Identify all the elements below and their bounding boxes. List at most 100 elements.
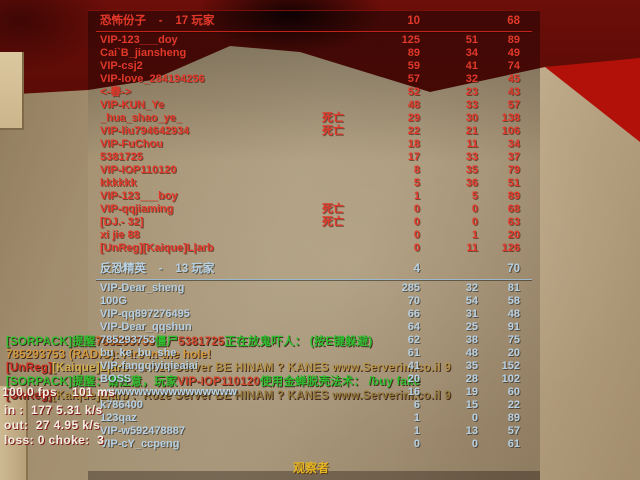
chat-segment: 使用金蝉脱壳法术： /buy fake <box>259 376 421 388</box>
player-ping: 60 <box>507 386 520 398</box>
chat-line: [UnReg][Kaique]L|arb : Roze Server BE HI… <box>6 362 451 375</box>
player-name: VIP-liu794642934 <box>100 125 190 137</box>
chat-segment: [Kaique]L|arb <box>52 362 129 374</box>
player-deaths: 32 <box>465 73 478 85</box>
player-name: k786400 <box>100 399 143 411</box>
player-name: VIP-FuChou <box>100 138 163 150</box>
chat-segment: [UnReg] <box>6 390 53 402</box>
player-ping: 126 <box>501 242 520 254</box>
player-ping: 48 <box>507 308 520 320</box>
scoreboard-panel <box>88 10 540 480</box>
player-frags: 66 <box>407 308 420 320</box>
player-name: Cai`B_jiansheng <box>100 47 187 59</box>
player-name: VIP-cY_ccpeng <box>100 438 180 450</box>
player-ping: 74 <box>507 60 520 72</box>
player-ping: 34 <box>507 138 520 150</box>
chat-segment: [SORPACK]提醒：请注意，玩家 <box>6 376 178 388</box>
player-frags: 0 <box>413 242 420 254</box>
player-frags: 70 <box>407 295 420 307</box>
player-deaths: 19 <box>465 386 478 398</box>
chat-segment: 785293753 (RADIO): Fire in the hole! <box>6 349 212 361</box>
player-row: bu_ke_bu_she 61 48 20 <box>88 347 540 360</box>
player-name: _hua_shao_ye_ <box>100 112 182 124</box>
player-row: k786400 6 15 22 <box>88 399 540 412</box>
player-deaths: 54 <box>465 295 478 307</box>
player-row: VIP-cY_ccpeng 0 0 61 <box>88 438 540 451</box>
player-deaths: 28 <box>465 373 478 385</box>
player-name: BOSS <box>100 373 132 385</box>
player-frags: 57 <box>407 73 420 85</box>
player-row: 100G 70 54 58 <box>88 295 540 308</box>
player-row: [UnReg][Kaique]L|arb 0 11 126 <box>88 242 540 255</box>
player-dead-label: 死亡 <box>322 216 344 228</box>
player-deaths: 0 <box>471 216 478 228</box>
player-frags: 125 <box>401 34 420 46</box>
net-in-stat: in : 177 5.31 k/s <box>4 403 103 417</box>
chat-segment: : Roze Server BE HINAM ? KANES www.Serve… <box>128 362 451 374</box>
net-out-stat: out: 27 4.95 k/s <box>4 418 101 432</box>
player-name: VIP-IOP110120 <box>100 164 177 176</box>
player-frags: 62 <box>407 334 420 346</box>
player-frags: 6 <box>413 399 420 411</box>
player-deaths: 15 <box>465 399 478 411</box>
player-name: 5381725 <box>100 151 143 163</box>
player-frags: 64 <box>407 321 420 333</box>
player-frags: 8 <box>413 164 420 176</box>
player-frags: 1 <box>413 425 420 437</box>
team-header-rule <box>96 31 532 32</box>
player-name: VIP-love_284194256 <box>100 73 205 85</box>
player-row: kkkkkk 5 36 51 <box>88 177 540 190</box>
player-row: VIP-123___doy 125 51 89 <box>88 34 540 47</box>
player-row: VIP-qqjiaming 死亡 0 0 68 <box>88 203 540 216</box>
team-ping: 68 <box>507 15 520 27</box>
team-header-rule <box>96 279 532 280</box>
player-deaths: 48 <box>465 347 478 359</box>
player-ping: 81 <box>507 282 520 294</box>
player-frags: 48 <box>407 99 420 111</box>
team-score: 10 <box>407 15 420 27</box>
player-row: VIP-liu794642934 死亡 22 21 106 <box>88 125 540 138</box>
player-frags: 41 <box>407 360 420 372</box>
player-deaths: 1 <box>471 229 478 241</box>
player-deaths: 23 <box>465 86 478 98</box>
player-deaths: 36 <box>465 177 478 189</box>
player-frags: 0 <box>413 216 420 228</box>
player-ping: 49 <box>507 47 520 59</box>
player-frags: 17 <box>407 151 420 163</box>
player-frags: 89 <box>407 47 420 59</box>
chat-segment: VIP-IOP110120 <box>177 376 260 388</box>
chat-segment: 正在放鬼吓人： (按E键躲避) <box>224 336 373 348</box>
player-ping: 57 <box>507 425 520 437</box>
team-score: 4 <box>413 263 420 275</box>
chat-segment: : Roze Server BE HINAM ? KANES www.Serve… <box>128 390 451 402</box>
player-frags: 59 <box>407 60 420 72</box>
player-ping: 89 <box>507 190 520 202</box>
player-deaths: 13 <box>465 425 478 437</box>
player-frags: 1 <box>413 190 420 202</box>
player-name: [UnReg][Kaique]L|arb <box>100 242 214 254</box>
team-title: 反恐精英 - 13 玩家 <box>100 263 215 275</box>
crate <box>0 52 24 130</box>
team-title: 恐怖份子 - 17 玩家 <box>100 15 215 27</box>
player-frags: 52 <box>407 86 420 98</box>
player-name: VIP-Dear_qqshun <box>100 321 192 333</box>
player-row: VIP-FuChou 18 11 34 <box>88 138 540 151</box>
player-deaths: 0 <box>471 412 478 424</box>
scoreboard: 观察者 恐怖份子 - 17 玩家 10 68 VIP-123___doy 125 51 89… <box>88 10 540 480</box>
player-row: wwwwwwwwwwwwwwww 16 19 60 <box>88 386 540 399</box>
player-row: VIP-123___boy 1 5 89 <box>88 190 540 203</box>
player-ping: 58 <box>507 295 520 307</box>
player-frags: 20 <box>407 373 420 385</box>
player-ping: 75 <box>507 334 520 346</box>
player-deaths: 38 <box>465 334 478 346</box>
player-row: VIP-IOP110120 8 35 79 <box>88 164 540 177</box>
team-header-terrorists: 恐怖份子 - 17 玩家 10 68 <box>88 15 540 28</box>
player-frags: 0 <box>413 203 420 215</box>
player-name: VIP-qqjiaming <box>100 203 174 215</box>
player-ping: 68 <box>507 203 520 215</box>
player-name: wwwwwwwwwwwwwwww <box>100 386 237 398</box>
chat-segment: [UnReg] <box>6 362 53 374</box>
chat-line: [SORPACK]提醒 785293753僵尸5381725正在放鬼吓人： (按E… <box>6 336 373 349</box>
